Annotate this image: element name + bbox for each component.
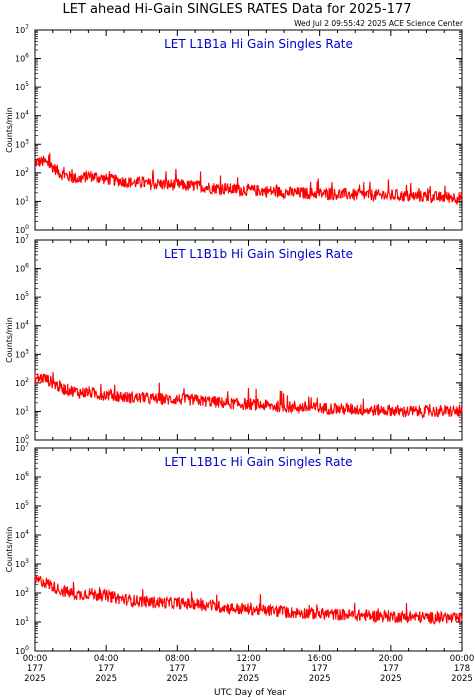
y-tick-label: 104 — [15, 529, 29, 540]
x-tick-day: 177 — [169, 664, 185, 674]
x-tick-year: 2025 — [451, 674, 473, 684]
panel-2: 100 101 102 103 104 105 106 107 LET L1B1b Hi Gai… — [5, 234, 463, 445]
x-tick-time: 08:00 — [165, 654, 190, 664]
series-line — [34, 372, 463, 420]
panel-label: LET L1B1c Hi Gain Singles Rate — [164, 455, 352, 469]
y-axis-label: Counts/min — [5, 107, 14, 153]
y-tick-label: 103 — [15, 348, 29, 359]
y-tick-label: 104 — [15, 320, 29, 331]
x-tick-day: 177 — [240, 664, 256, 674]
x-tick-time: 00:00 — [450, 654, 475, 664]
y-tick-label: 107 — [15, 24, 29, 35]
y-tick-label: 103 — [15, 558, 29, 569]
y-tick-label: 106 — [15, 263, 29, 274]
y-tick-label: 102 — [15, 167, 29, 178]
x-axis-label: UTC Day of Year — [214, 688, 286, 698]
y-tick-label: 107 — [15, 442, 29, 453]
panel-1: 100 101 102 103 104 105 106 107 LET L1B1a Hi Gai… — [5, 24, 463, 235]
panel-label: LET L1B1b Hi Gain Singles Rate — [164, 247, 353, 261]
y-tick-label: 100 — [15, 434, 29, 445]
x-tick-day: 177 — [383, 664, 399, 674]
y-tick-label: 106 — [15, 53, 29, 64]
y-tick-label: 100 — [15, 224, 29, 235]
y-tick-label: 104 — [15, 110, 29, 121]
y-axis-label: Counts/min — [5, 527, 14, 573]
panel-label: LET L1B1a Hi Gain Singles Rate — [164, 37, 353, 51]
x-tick-day: 178 — [454, 664, 470, 674]
y-tick-label: 101 — [15, 405, 29, 416]
panel-3: 100 101 102 103 104 105 106 107 LET L1B1c Hi Gai… — [5, 442, 463, 656]
x-tick-day: 177 — [27, 664, 43, 674]
series-line — [34, 574, 463, 625]
x-tick-time: 16:00 — [307, 654, 332, 664]
x-tick-year: 2025 — [380, 674, 402, 684]
x-tick-time: 20:00 — [379, 654, 404, 664]
x-tick-year: 2025 — [238, 674, 260, 684]
y-tick-label: 105 — [15, 81, 29, 92]
x-tick-year: 2025 — [167, 674, 189, 684]
y-tick-label: 107 — [15, 234, 29, 245]
x-tick-time: 00:00 — [23, 654, 48, 664]
chart-title: LET ahead Hi-Gain SINGLES RATES Data for… — [62, 2, 411, 17]
y-tick-label: 102 — [15, 587, 29, 598]
y-tick-label: 106 — [15, 471, 29, 482]
timestamp: Wed Jul 2 09:55:42 2025 ACE Science Cent… — [294, 19, 464, 28]
y-axis-label: Counts/min — [5, 317, 14, 363]
x-tick-year: 2025 — [24, 674, 46, 684]
y-tick-label: 105 — [15, 500, 29, 511]
y-tick-label: 101 — [15, 616, 29, 627]
series-line — [34, 152, 463, 206]
x-tick-time: 04:00 — [94, 654, 119, 664]
x-tick-year: 2025 — [95, 674, 117, 684]
x-tick-time: 12:00 — [236, 654, 261, 664]
y-tick-label: 102 — [15, 377, 29, 388]
y-tick-label: 105 — [15, 291, 29, 302]
y-tick-label: 103 — [15, 138, 29, 149]
x-tick-day: 177 — [98, 664, 114, 674]
x-tick-day: 177 — [312, 664, 328, 674]
x-tick-year: 2025 — [309, 674, 331, 684]
y-tick-label: 101 — [15, 195, 29, 206]
y-tick-label: 100 — [15, 645, 29, 656]
